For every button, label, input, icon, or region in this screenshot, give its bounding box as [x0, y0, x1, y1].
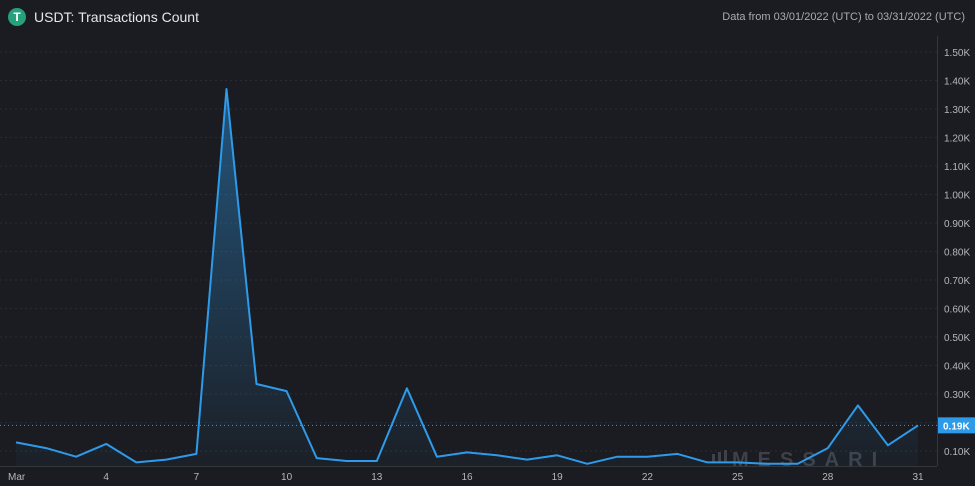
y-tick-label: 0.10K [944, 447, 970, 458]
x-tick-label: 4 [103, 472, 109, 483]
data-point[interactable] [885, 443, 890, 448]
data-point[interactable] [74, 454, 79, 459]
y-tick-label: 0.90K [944, 219, 970, 230]
y-tick-label: 0.40K [944, 362, 970, 373]
data-point[interactable] [855, 403, 860, 408]
data-point[interactable] [344, 458, 349, 463]
data-point[interactable] [374, 458, 379, 463]
y-tick-label: 1.30K [944, 105, 970, 116]
data-point[interactable] [44, 446, 49, 451]
x-tick-label: Mar [8, 472, 26, 483]
data-point[interactable] [434, 454, 439, 459]
data-point[interactable] [645, 454, 650, 459]
grid-lines [0, 51, 937, 452]
y-tick-label: 0.50K [944, 333, 970, 344]
x-axis: Mar 4 7 10 13 16 19 22 25 28 31 [0, 466, 937, 483]
data-point[interactable] [675, 451, 680, 456]
data-point[interactable] [795, 461, 800, 466]
y-tick-label: 1.00K [944, 191, 970, 202]
y-tick-label: 1.20K [944, 134, 970, 145]
current-value-label: 0.19K [943, 421, 970, 432]
series-line [15, 88, 919, 465]
y-tick-label: 0.60K [944, 305, 970, 316]
x-tick-label: 25 [732, 472, 744, 483]
data-point[interactable] [284, 389, 289, 394]
data-point[interactable] [404, 386, 409, 391]
data-point[interactable] [104, 441, 109, 446]
x-tick-label: 19 [552, 472, 564, 483]
data-point[interactable] [735, 460, 740, 465]
data-point[interactable] [825, 446, 830, 451]
data-point[interactable] [495, 453, 500, 458]
x-tick-label: 22 [642, 472, 654, 483]
data-point[interactable] [164, 457, 169, 462]
data-point[interactable] [14, 440, 19, 445]
data-point[interactable] [134, 460, 139, 465]
current-value-badge [938, 417, 975, 434]
y-tick-label: 1.10K [944, 162, 970, 173]
x-tick-label: 13 [371, 472, 383, 483]
data-point[interactable] [194, 451, 199, 456]
y-tick-label: 1.50K [944, 48, 970, 59]
data-point[interactable] [465, 450, 470, 455]
x-tick-label: 7 [194, 472, 200, 483]
data-point[interactable] [615, 454, 620, 459]
data-point[interactable] [525, 457, 530, 462]
data-point[interactable] [314, 456, 319, 461]
chart-header: T USDT: Transactions Count Data from 03/… [0, 0, 975, 36]
data-point[interactable] [254, 382, 259, 387]
data-point[interactable] [585, 461, 590, 466]
y-tick-label: 0.80K [944, 248, 970, 259]
data-point[interactable] [224, 87, 229, 92]
messari-logo-icon [712, 450, 727, 462]
x-tick-label: 31 [912, 472, 924, 483]
date-range-label: Data from 03/01/2022 (UTC) to 03/31/2022… [722, 11, 965, 23]
tether-logo-icon: T [8, 8, 26, 26]
x-tick-label: 10 [281, 472, 293, 483]
data-point[interactable] [765, 461, 770, 466]
x-tick-label: 28 [822, 472, 834, 483]
series-area [16, 89, 918, 466]
x-tick-label: 16 [461, 472, 473, 483]
y-tick-label: 0.70K [944, 276, 970, 287]
series-group [0, 87, 937, 466]
data-point[interactable] [555, 453, 560, 458]
chart-title: USDT: Transactions Count [34, 9, 199, 25]
data-point[interactable] [705, 460, 710, 465]
y-axis: 0.10K0.20K0.30K0.40K0.50K0.60K0.70K0.80K… [937, 36, 975, 466]
y-tick-label: 1.40K [944, 77, 970, 88]
y-tick-label: 0.30K [944, 390, 970, 401]
